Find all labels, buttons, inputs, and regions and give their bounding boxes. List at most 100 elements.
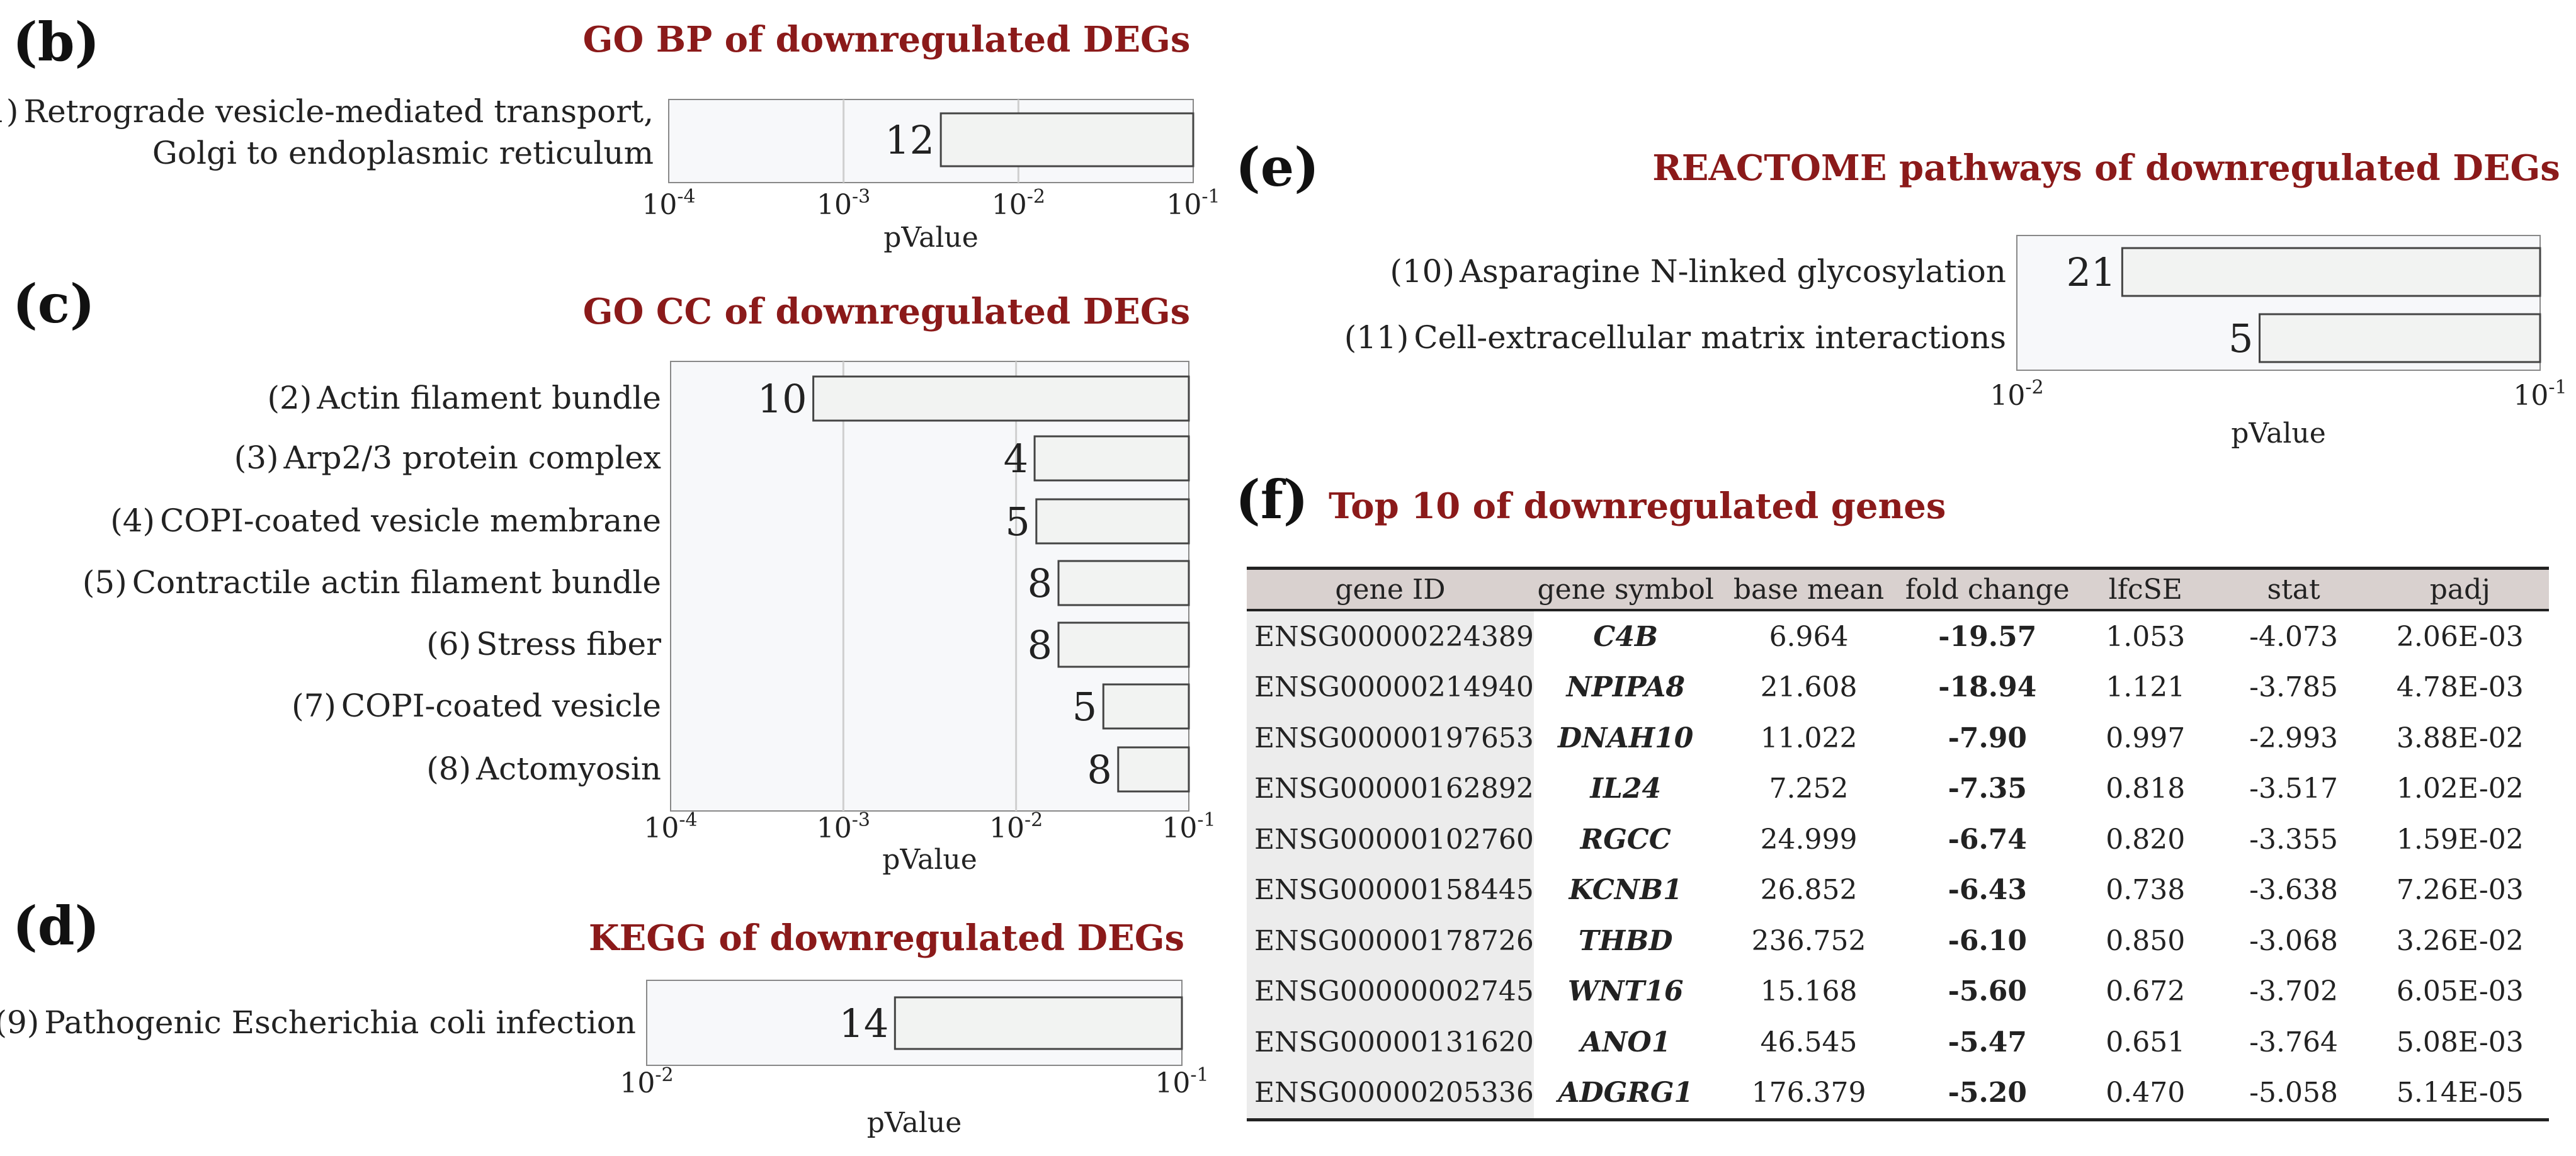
cell-lfcse: 0.651 <box>2106 1026 2186 1058</box>
category-name: Retrograde vesicle-mediated transport, <box>23 93 654 130</box>
panel-letter-f: (f) <box>1235 468 1308 531</box>
bar <box>2258 313 2541 363</box>
category-name: COPI-coated vesicle membrane <box>160 502 661 539</box>
cell-gene-id: ENSG00000205336 <box>1247 1067 1534 1121</box>
cell-gene-id: ENSG00000162892 <box>1247 763 1534 814</box>
bar-count-label: 8 <box>1087 747 1111 793</box>
table-row: ENSG00000102760 RGCC 24.999 -6.74 0.820 -3.35… <box>1247 814 2549 865</box>
cell-gene-id: ENSG00000224389 <box>1247 610 1534 662</box>
panel-letter-c: (c) <box>13 273 95 335</box>
category-number: (3) <box>234 439 279 476</box>
bar <box>1117 746 1190 793</box>
panel-e-reactome-chart: (e) REACTOME pathways of downregulated D… <box>1235 136 2567 450</box>
table-title: Top 10 of downregulated genes <box>1329 485 1946 527</box>
cell-fold-change: -6.10 <box>1948 924 2027 957</box>
cell-base-mean: 24.999 <box>1760 823 1858 856</box>
category-number: (4) <box>110 502 155 539</box>
cell-gene-id: ENSG00000178726 <box>1247 915 1534 966</box>
bar-count-label: 21 <box>2066 249 2116 295</box>
cell-padj: 6.05E-03 <box>2396 975 2524 1008</box>
cell-stat: -4.073 <box>2249 620 2338 653</box>
bar-count-label: 10 <box>757 376 807 422</box>
x-tick-base: 10 <box>1990 380 2025 412</box>
cell-base-mean: 26.852 <box>1760 874 1858 907</box>
bar <box>812 375 1190 422</box>
category-label: (4) COPI-coated vesicle membrane <box>110 502 661 539</box>
category-number: (8) <box>426 751 471 787</box>
cell-lfcse: 1.121 <box>2106 671 2186 704</box>
category-name: Cell-extracellular matrix interactions <box>1414 319 2006 356</box>
cell-stat: -3.517 <box>2249 773 2338 805</box>
cell-gene-symbol: DNAH10 <box>1558 722 1694 754</box>
cell-base-mean: 176.379 <box>1717 1067 1900 1121</box>
cell-gene-symbol: WNT16 <box>1567 975 1684 1008</box>
cell-base-mean: 15.168 <box>1760 975 1858 1008</box>
category-name: COPI-coated vesicle <box>341 688 661 724</box>
cell-fold-change: -5.60 <box>1948 975 2027 1008</box>
cell-gene-symbol: C4B <box>1593 620 1659 653</box>
category-label: (5) Contractile actin filament bundle <box>82 564 661 601</box>
category-label: (11) Cell-extracellular matrix interactio… <box>1344 319 2006 356</box>
x-tick-exponent: -1 <box>1197 809 1215 831</box>
x-tick-base: 10 <box>1155 1067 1190 1099</box>
x-tick-base: 10 <box>620 1067 655 1099</box>
category-label: (2) Actin filament bundle <box>268 380 661 416</box>
bar-count-label: 12 <box>885 117 934 163</box>
category-label: (7) COPI-coated vesicle <box>292 688 661 724</box>
cell-stat: -3.355 <box>2249 823 2338 856</box>
category-name: Stress fiber <box>476 626 661 662</box>
category-number: (7) <box>292 688 336 724</box>
bar <box>1057 560 1190 606</box>
panel-f-heading: (f) Top 10 of downregulated genes <box>1235 468 1946 531</box>
x-tick-exponent: -2 <box>1027 186 1045 208</box>
cell-gene-id: ENSG00000002745 <box>1247 966 1534 1017</box>
x-tick-exponent: -1 <box>2548 377 2567 399</box>
cell-padj: 3.26E-02 <box>2396 924 2524 957</box>
category-name: Asparagine N-linked glycosylation <box>1459 253 2006 290</box>
table-row: ENSG00000214940 NPIPA8 21.608 -18.94 1.121 -3… <box>1247 662 2549 713</box>
bar <box>1057 621 1190 668</box>
header-gene-symbol: gene symbol <box>1533 567 1718 611</box>
x-tick-exponent: -1 <box>1201 186 1220 208</box>
cell-base-mean: 6.964 <box>1769 620 1849 653</box>
table-row: ENSG00000162892 IL24 7.252 -7.35 0.818 -3.517… <box>1247 763 2549 814</box>
bar-count-label: 5 <box>1072 684 1097 730</box>
cell-base-mean: 46.545 <box>1760 1026 1858 1058</box>
panel-letter-e: (e) <box>1235 136 1319 198</box>
cell-stat: -2.993 <box>2249 722 2338 754</box>
x-axis-title: pValue <box>882 844 977 876</box>
table-header-row: gene ID gene symbol base mean fold chang… <box>1247 567 2549 611</box>
cell-lfcse: 0.997 <box>2106 722 2186 754</box>
x-tick-exponent: -1 <box>1190 1064 1208 1086</box>
table-row: ENSG00000131620 ANO1 46.545 -5.47 0.651 -3.76… <box>1247 1017 2549 1068</box>
cell-gene-symbol: ANO1 <box>1580 1026 1671 1058</box>
category-name: Arp2/3 protein complex <box>283 439 661 476</box>
category-name: Pathogenic Escherichia coli infection <box>44 1004 636 1041</box>
x-tick-exponent: -4 <box>677 186 695 208</box>
x-tick-base: 10 <box>1166 189 1201 221</box>
x-tick-base: 10 <box>2513 380 2548 412</box>
x-tick-label: 10-4 <box>644 809 697 844</box>
x-axis-title: pValue <box>883 222 979 254</box>
panel-d-kegg-chart: (d) KEGG of downregulated DEGs 10-2 10-11… <box>0 895 1209 1139</box>
x-tick-label: 10-1 <box>1162 809 1215 844</box>
x-tick-label: 10-3 <box>817 809 870 844</box>
cell-lfcse: 0.818 <box>2106 773 2186 805</box>
category-label: Golgi to endoplasmic reticulum <box>152 135 654 171</box>
cell-fold-change: -5.20 <box>1900 1067 2075 1121</box>
x-tick-exponent: -2 <box>655 1064 673 1086</box>
bar <box>894 996 1183 1050</box>
bar <box>1033 435 1190 482</box>
bar-count-label: 8 <box>1028 622 1052 668</box>
header-fold-change: fold change <box>1900 567 2075 611</box>
cell-padj: 4.78E-03 <box>2396 671 2524 704</box>
category-label: (8) Actomyosin <box>426 751 661 787</box>
cell-base-mean: 21.608 <box>1760 671 1858 704</box>
bar <box>1035 498 1190 545</box>
x-tick-exponent: -4 <box>679 809 697 831</box>
cell-stat: -3.638 <box>2249 874 2338 907</box>
cell-base-mean: 11.022 <box>1760 722 1858 754</box>
category-number: (11) <box>1344 319 1409 356</box>
plot-area-go-cc: 10-4 10-3 10-2 10-110(2) Actin filament bund… <box>82 361 1216 876</box>
category-name: Actin filament bundle <box>316 380 661 416</box>
